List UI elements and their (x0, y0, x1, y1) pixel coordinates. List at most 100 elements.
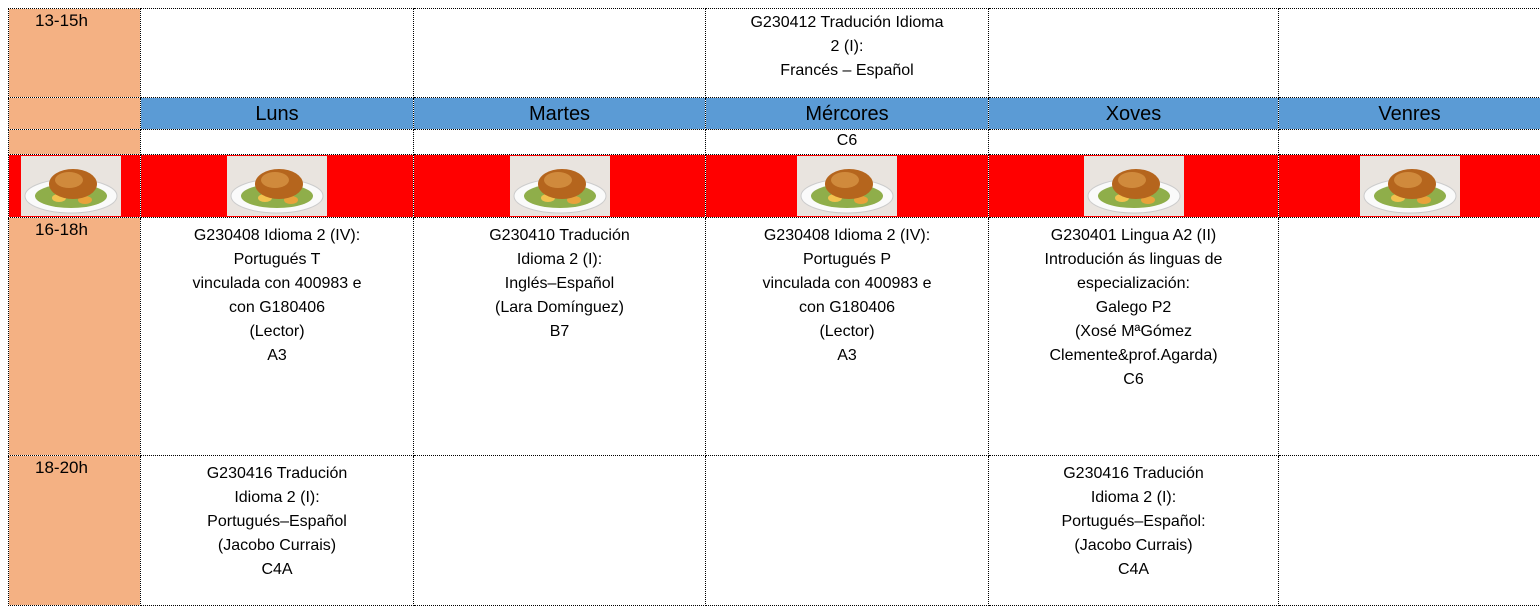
class-cell (140, 129, 414, 155)
lunch-cell (413, 154, 706, 218)
cell-line: Portugués–Español: (1061, 513, 1206, 530)
class-cell: G230416 Tradución Idioma 2 (I): Portugués–… (140, 455, 414, 606)
row: 18-20h G230416 Tradución Idioma 2 (I): Port… (8, 455, 1540, 606)
cell-line: (Jacobo Currais) (217, 537, 337, 554)
cell-line: G230408 Idioma 2 (IV): (193, 227, 361, 244)
row: 16-18h G230408 Idioma 2 (IV): Portugués T v… (8, 217, 1540, 456)
cell-line: C6 (1123, 371, 1144, 388)
day-label: Venres (1378, 102, 1441, 125)
cell-line: G230416 Tradución (206, 465, 348, 482)
class-cell: C6 (705, 129, 989, 155)
cell-content (142, 10, 413, 97)
food-image (1360, 156, 1460, 216)
cell-line: Portugués P (802, 251, 892, 268)
time-label: 13-15h (35, 11, 88, 30)
class-cell: G230408 Idioma 2 (IV): Portugués P vincula… (705, 217, 989, 456)
class-cell: G230401 Lingua A2 (II) Introdución ás lin… (988, 217, 1279, 456)
cell-line: Inglés–Español (504, 275, 615, 292)
class-cell (1278, 455, 1540, 606)
time-slot: 16-18h (8, 217, 141, 456)
cell-line: G230412 Tradución Idioma (750, 14, 944, 31)
class-cell (705, 455, 989, 606)
class-cell: G230410 Tradución Idioma 2 (I): Inglés–Esp… (413, 217, 706, 456)
time-label: 16-18h (35, 220, 88, 239)
lunch-cell (988, 154, 1279, 218)
cell-line: Introdución ás linguas de (1044, 251, 1223, 268)
cell-line: (Lector) (819, 323, 875, 340)
row: 13-15h G230412 Tradución Idioma 2 (I): Fran… (8, 8, 1540, 98)
lunch-cell (1278, 154, 1540, 218)
day-header: Mércores (705, 97, 989, 130)
cell-content: G230416 Tradución Idioma 2 (I): Portugués–… (142, 462, 413, 582)
time-slot (8, 97, 141, 130)
cell-line: A3 (267, 347, 287, 364)
lunch-cell (8, 154, 141, 218)
cell-content (990, 10, 1278, 97)
day-header: Martes (413, 97, 706, 130)
class-cell: G230412 Tradución Idioma 2 (I): Francés – … (705, 8, 989, 98)
cell-line: C4A (261, 561, 293, 578)
cell-content: G230408 Idioma 2 (IV): Portugués P vincula… (707, 224, 988, 368)
cell-line: Portugués–Español (207, 513, 347, 530)
cell-line: Portugués T (233, 251, 321, 268)
cell-line: Galego P2 (1095, 299, 1172, 316)
time-label: 18-20h (35, 458, 88, 477)
cell-line: Francés – Español (780, 62, 914, 79)
cell-content: G230410 Tradución Idioma 2 (I): Inglés–Esp… (415, 224, 705, 344)
day-header: Luns (140, 97, 414, 130)
class-cell: G230416 Tradución Idioma 2 (I): Portugués–… (988, 455, 1279, 606)
class-cell (988, 129, 1279, 155)
food-image (227, 156, 327, 216)
timetable-body: 13-15h G230412 Tradución Idioma 2 (I): Fran… (8, 8, 1540, 606)
cell-content: G230401 Lingua A2 (II) Introdución ás lin… (990, 224, 1278, 392)
class-cell (413, 8, 706, 98)
cell-line: (Lector) (249, 323, 305, 340)
day-label: Xoves (1105, 102, 1162, 125)
day-label: Luns (255, 102, 299, 125)
cell-line: (Lara Domínguez) (495, 299, 624, 316)
class-cell (413, 129, 706, 155)
class-cell (1278, 8, 1540, 98)
food-image (21, 156, 121, 216)
cell-line: (Xosé MªGómez (1074, 323, 1193, 340)
row: C6 (8, 129, 1540, 155)
class-cell (1278, 129, 1540, 155)
cell-line: especialización: (1077, 275, 1190, 292)
time-slot: 13-15h (8, 8, 141, 98)
cell-line: C6 (836, 132, 858, 149)
class-cell (988, 8, 1279, 98)
cell-line: vinculada con 400983 e (192, 275, 362, 292)
lunch-cell (140, 154, 414, 218)
cell-content: G230416 Tradución Idioma 2 (I): Portugués–… (990, 462, 1278, 582)
day-label: Martes (528, 102, 591, 125)
time-slot (8, 129, 141, 155)
cell-content: G230412 Tradución Idioma 2 (I): Francés – … (707, 10, 988, 97)
cell-line: 2 (I): (830, 38, 864, 55)
cell-line: G230410 Tradución (489, 227, 630, 244)
cell-content (1280, 10, 1540, 97)
class-cell (140, 8, 414, 98)
row (8, 154, 1540, 218)
timetable: 13-15h G230412 Tradución Idioma 2 (I): Fran… (8, 8, 1540, 606)
day-label: Mércores (805, 102, 889, 125)
cell-content: G230408 Idioma 2 (IV): Portugués T vincula… (142, 224, 413, 368)
food-image (1084, 156, 1184, 216)
cell-line: G230408 Idioma 2 (IV): (763, 227, 931, 244)
class-cell (413, 455, 706, 606)
day-header: Xoves (988, 97, 1279, 130)
day-header: Venres (1278, 97, 1540, 130)
lunch-cell (705, 154, 989, 218)
class-cell: G230408 Idioma 2 (IV): Portugués T vincula… (140, 217, 414, 456)
time-slot: 18-20h (8, 455, 141, 606)
class-cell (1278, 217, 1540, 456)
cell-line: C4A (1117, 561, 1150, 578)
cell-line: Idioma 2 (I): (516, 251, 603, 268)
cell-line: Clemente&prof.Agarda) (1049, 347, 1218, 364)
cell-line: Idioma 2 (I): (234, 489, 320, 506)
cell-content (415, 10, 705, 97)
food-image (510, 156, 610, 216)
cell-content: C6 (707, 131, 988, 153)
cell-line: A3 (837, 347, 857, 364)
cell-line: G230401 Lingua A2 (II) (1050, 227, 1217, 244)
